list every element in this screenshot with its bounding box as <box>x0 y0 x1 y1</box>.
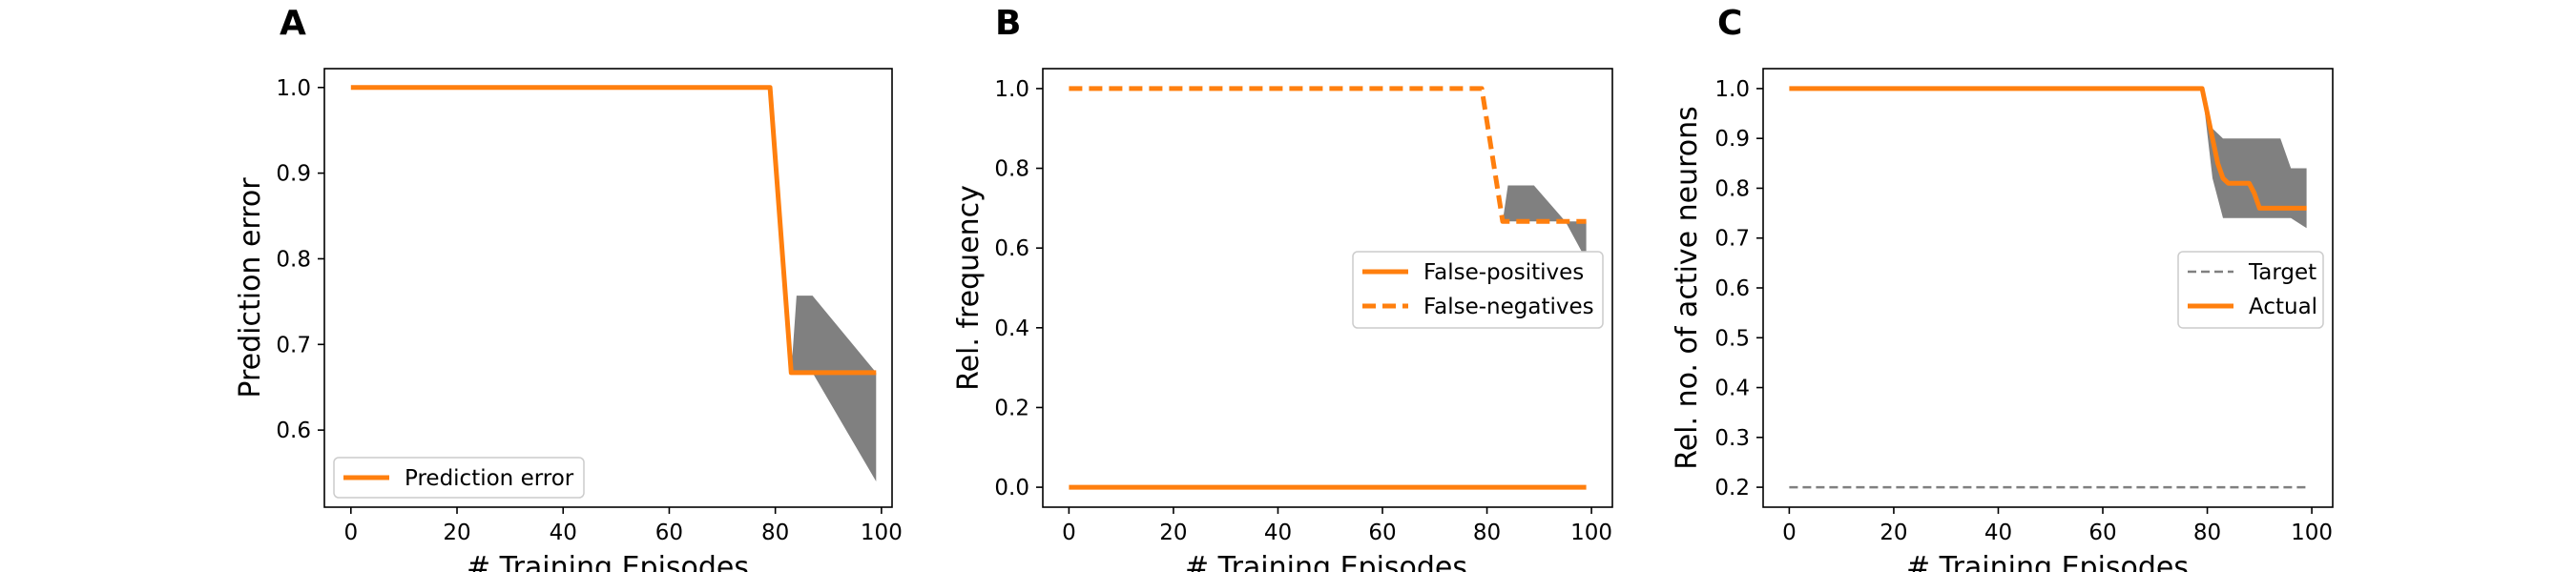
panel-c-ytick-label: 0.2 <box>1714 476 1750 500</box>
panel-a-xtick-label: 60 <box>655 521 683 545</box>
panel-b-series-false-negatives <box>1069 86 1587 224</box>
panel-c-xtick-label: 100 <box>2291 521 2333 545</box>
panel-c-xtick-label: 40 <box>1984 521 2012 545</box>
panel-b-ytick-label: 1.0 <box>994 77 1029 102</box>
panel-a-legend: Prediction error <box>333 457 585 499</box>
panel-a-ytick-label: 0.6 <box>276 419 311 443</box>
panel-b-ytick-label: 0.8 <box>994 157 1029 182</box>
panel-b-legend-box <box>1352 251 1604 329</box>
panel-b-xtick-label: 80 <box>1473 521 1501 545</box>
panel-b-ytick-label: 0.2 <box>994 396 1029 420</box>
panel-c-xtick-label: 0 <box>1782 521 1797 545</box>
panel-c-variance-band <box>1789 88 2307 229</box>
panel-b-xtick-label: 40 <box>1264 521 1292 545</box>
panel-a-variance-band <box>350 87 877 482</box>
panel-a-xtick-label: 20 <box>443 521 470 545</box>
panel-c-ytick-label: 0.9 <box>1714 127 1750 152</box>
panel-a-ytick-label: 1.0 <box>276 76 311 101</box>
panel-a-plot: 0 20 40 60 80 100 0.6 0.7 0.8 0.9 1.0 <box>276 76 902 545</box>
panel-c-ytick-label: 0.8 <box>1714 176 1750 201</box>
panel-c: C 0 20 40 60 80 100 0.2 0.3 0.4 0.5 0.6 0.7 0.8 0.9 1.… <box>1671 4 2334 572</box>
panel-b-xtick-label: 60 <box>1368 521 1396 545</box>
panel-b-legend: False-positives False-negatives <box>1352 251 1604 329</box>
panel-b-xtick-label: 20 <box>1159 521 1187 545</box>
panel-c-xlabel: # Training Episodes <box>1906 551 2189 572</box>
panel-a: A 0 20 40 60 80 100 0.6 0.7 0.8 0.9 1.0 Prediction… <box>234 4 903 572</box>
panel-a-xtick-label: 0 <box>343 521 358 545</box>
panel-a-legend-label: Prediction error <box>405 466 574 491</box>
panel-a-series-prediction-error <box>350 85 877 376</box>
panel-c-ylabel: Rel. no. of active neurons <box>1671 106 1704 470</box>
panel-a-xtick-label: 40 <box>550 521 577 545</box>
panel-a-xtick-label: 80 <box>761 521 789 545</box>
panel-c-ytick-label: 0.4 <box>1714 377 1750 401</box>
panel-b-plot: 0 20 40 60 80 100 0.0 0.2 0.4 0.6 0.8 1.0 <box>994 77 1612 545</box>
panel-b-ylabel: Rel. frequency <box>952 185 986 391</box>
panel-c-legend-label-actual: Actual <box>2249 295 2317 319</box>
panel-b-xtick-label: 0 <box>1062 521 1076 545</box>
panel-a-legend-box <box>333 457 585 499</box>
panel-b: B 0 20 40 60 80 100 0.0 0.2 0.4 0.6 0.8 1.0 Rel. fr… <box>952 4 1613 572</box>
panel-c-plot: 0 20 40 60 80 100 0.2 0.3 0.4 0.5 0.6 0.7 0.8 0.9 1.0 <box>1714 77 2333 545</box>
panel-c-ytick-label: 0.6 <box>1714 276 1750 301</box>
panel-b-letter: B <box>995 4 1021 43</box>
panel-a-ytick-label: 0.9 <box>276 162 311 187</box>
panel-a-xlabel: # Training Episodes <box>467 551 749 572</box>
panel-c-frame <box>1762 68 2334 508</box>
panel-c-ytick-label: 1.0 <box>1714 77 1750 102</box>
panel-a-ytick-label: 0.8 <box>276 247 311 272</box>
panel-c-legend-label-target: Target <box>2248 260 2316 285</box>
panel-b-ytick-label: 0.0 <box>994 476 1029 500</box>
panel-c-ytick-label: 0.5 <box>1714 326 1750 351</box>
panel-a-letter: A <box>280 4 306 43</box>
panel-a-frame <box>323 68 893 508</box>
panel-b-ytick-label: 0.6 <box>994 236 1029 261</box>
panel-c-legend: Target Actual <box>2177 251 2324 329</box>
panel-c-xtick-label: 20 <box>1880 521 1907 545</box>
panel-c-xtick-label: 80 <box>2193 521 2221 545</box>
panel-b-variance-band <box>1069 88 1587 260</box>
panel-b-ytick-label: 0.4 <box>994 317 1029 341</box>
panel-a-ytick-label: 0.7 <box>276 333 311 358</box>
panel-c-ytick-label: 0.3 <box>1714 426 1750 451</box>
panel-b-frame <box>1042 68 1613 508</box>
panel-a-xtick-label: 100 <box>861 521 903 545</box>
panel-b-xlabel: # Training Episodes <box>1185 551 1467 572</box>
panel-b-legend-label-false-negatives: False-negatives <box>1423 295 1594 319</box>
panel-c-ytick-label: 0.7 <box>1714 227 1750 252</box>
panel-c-series-actual <box>1789 86 2307 211</box>
panel-c-letter: C <box>1717 4 1742 43</box>
panel-a-ylabel: Prediction error <box>234 177 267 398</box>
panel-b-legend-label-false-positives: False-positives <box>1423 260 1584 285</box>
panel-b-xtick-label: 100 <box>1570 521 1612 545</box>
panel-c-xtick-label: 60 <box>2088 521 2116 545</box>
